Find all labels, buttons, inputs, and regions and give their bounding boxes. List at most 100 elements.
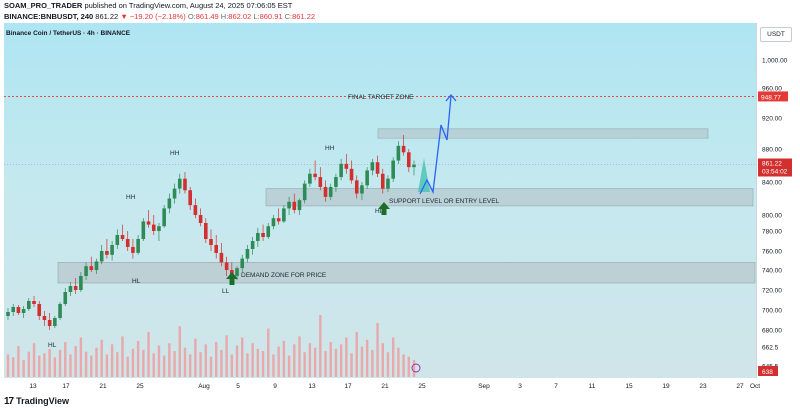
volume-bar — [74, 346, 77, 377]
volume-bar — [402, 354, 405, 377]
volume-bar — [95, 347, 98, 377]
candle-body — [177, 178, 182, 189]
volume-bar — [381, 343, 384, 377]
volume-bar — [126, 356, 129, 377]
open-label: O: — [187, 12, 196, 21]
volume-bar — [199, 352, 202, 377]
price-tick-label: 700.00 — [762, 308, 782, 315]
candle-body — [276, 218, 281, 222]
candle-body — [94, 261, 99, 270]
price-tick-label: 880.00 — [762, 147, 782, 154]
open-value: 861.49 — [195, 12, 219, 21]
volume-bar — [84, 351, 88, 377]
candle-body — [146, 221, 151, 225]
candle-body — [365, 170, 369, 186]
candle-body — [203, 223, 208, 239]
volume-bar — [152, 353, 155, 377]
candle-body — [11, 307, 16, 312]
time-tick-label: 3 — [518, 383, 522, 390]
candle-body — [349, 168, 354, 181]
volume-bar — [43, 353, 46, 377]
candle-body — [323, 186, 328, 197]
demand-up-arrow-icon — [226, 272, 238, 285]
last-price: 861.22 — [95, 12, 119, 21]
symbol-name[interactable]: BINANCE:BNBUSDT, 240 — [4, 12, 94, 21]
candle-body — [209, 239, 213, 245]
candle-body — [84, 266, 88, 276]
candle-body — [245, 249, 250, 259]
volume-bar — [272, 354, 275, 377]
low-value: 860.91 — [259, 12, 283, 21]
tradingview-footer[interactable]: 17 TradingView — [4, 396, 69, 407]
time-tick-label: 15 — [625, 383, 633, 390]
high-label: H: — [220, 12, 229, 21]
volume-bar — [298, 336, 301, 377]
author-name[interactable]: SOAM_PRO_TRADER — [4, 1, 83, 10]
candle-body — [235, 268, 239, 276]
low-label: L: — [253, 12, 260, 21]
volume-bar — [157, 345, 161, 377]
time-axis[interactable] — [4, 378, 800, 392]
candle-body — [115, 235, 120, 245]
volume-bar — [277, 346, 280, 377]
time-tick-label: 5 — [236, 383, 240, 390]
volume-bar — [178, 326, 181, 377]
candle-body — [136, 239, 140, 253]
volume-bar — [355, 331, 358, 377]
volume-bar — [371, 349, 374, 377]
price-axis[interactable] — [756, 23, 800, 378]
volume-bar — [319, 315, 322, 377]
volume-bar — [136, 340, 140, 377]
volume-bar — [116, 352, 119, 377]
swing-label: HL — [48, 342, 57, 349]
candle-body — [292, 201, 297, 211]
candle-body — [406, 152, 411, 168]
time-tick-label: 27 — [736, 383, 744, 390]
volume-bar — [27, 351, 31, 377]
price-tick-label: 840.00 — [762, 180, 782, 187]
candle-body — [27, 301, 31, 309]
volume-bar — [256, 348, 260, 377]
candle-body — [42, 316, 47, 320]
time-tick-label: 9 — [273, 383, 277, 390]
candle-body — [250, 241, 255, 249]
last-tick-box — [758, 366, 778, 376]
candle-body — [328, 186, 333, 197]
candle-body — [344, 163, 349, 169]
volume-bar — [376, 322, 379, 377]
volume-bar — [142, 349, 145, 377]
volume-bar — [230, 354, 234, 377]
volume-bar — [48, 348, 51, 377]
volume-bar — [90, 355, 93, 377]
candle-body — [214, 245, 219, 253]
time-tick-label: 17 — [344, 383, 352, 390]
candle-body — [354, 180, 359, 194]
candle-body — [256, 233, 260, 241]
candle-body — [157, 226, 161, 231]
volume-bar — [251, 343, 254, 377]
candle-body — [261, 233, 265, 237]
zone-1 — [377, 128, 709, 139]
volume-bar — [267, 328, 270, 377]
candle-body — [68, 286, 73, 292]
candle-body — [32, 301, 36, 304]
candle-body — [172, 188, 177, 199]
time-tick-label: 13 — [29, 383, 37, 390]
candle-body — [266, 226, 271, 237]
volume-bar — [241, 337, 244, 377]
currency-selector[interactable]: USDT — [760, 27, 792, 42]
close-value: 861.22 — [292, 12, 316, 21]
candle-body — [151, 224, 156, 231]
candle-body — [401, 145, 406, 153]
candle-body — [375, 162, 380, 174]
volume-bar — [339, 344, 343, 377]
candle-body — [120, 235, 125, 239]
candle-body — [308, 173, 312, 184]
time-tick-label: 11 — [589, 383, 596, 390]
time-tick-label: 25 — [136, 383, 144, 390]
volume-bar — [209, 356, 213, 377]
demand-label: DEMAND ZONE FOR PRICE — [241, 272, 327, 279]
candle-body — [141, 221, 146, 239]
volume-bar — [64, 342, 67, 377]
